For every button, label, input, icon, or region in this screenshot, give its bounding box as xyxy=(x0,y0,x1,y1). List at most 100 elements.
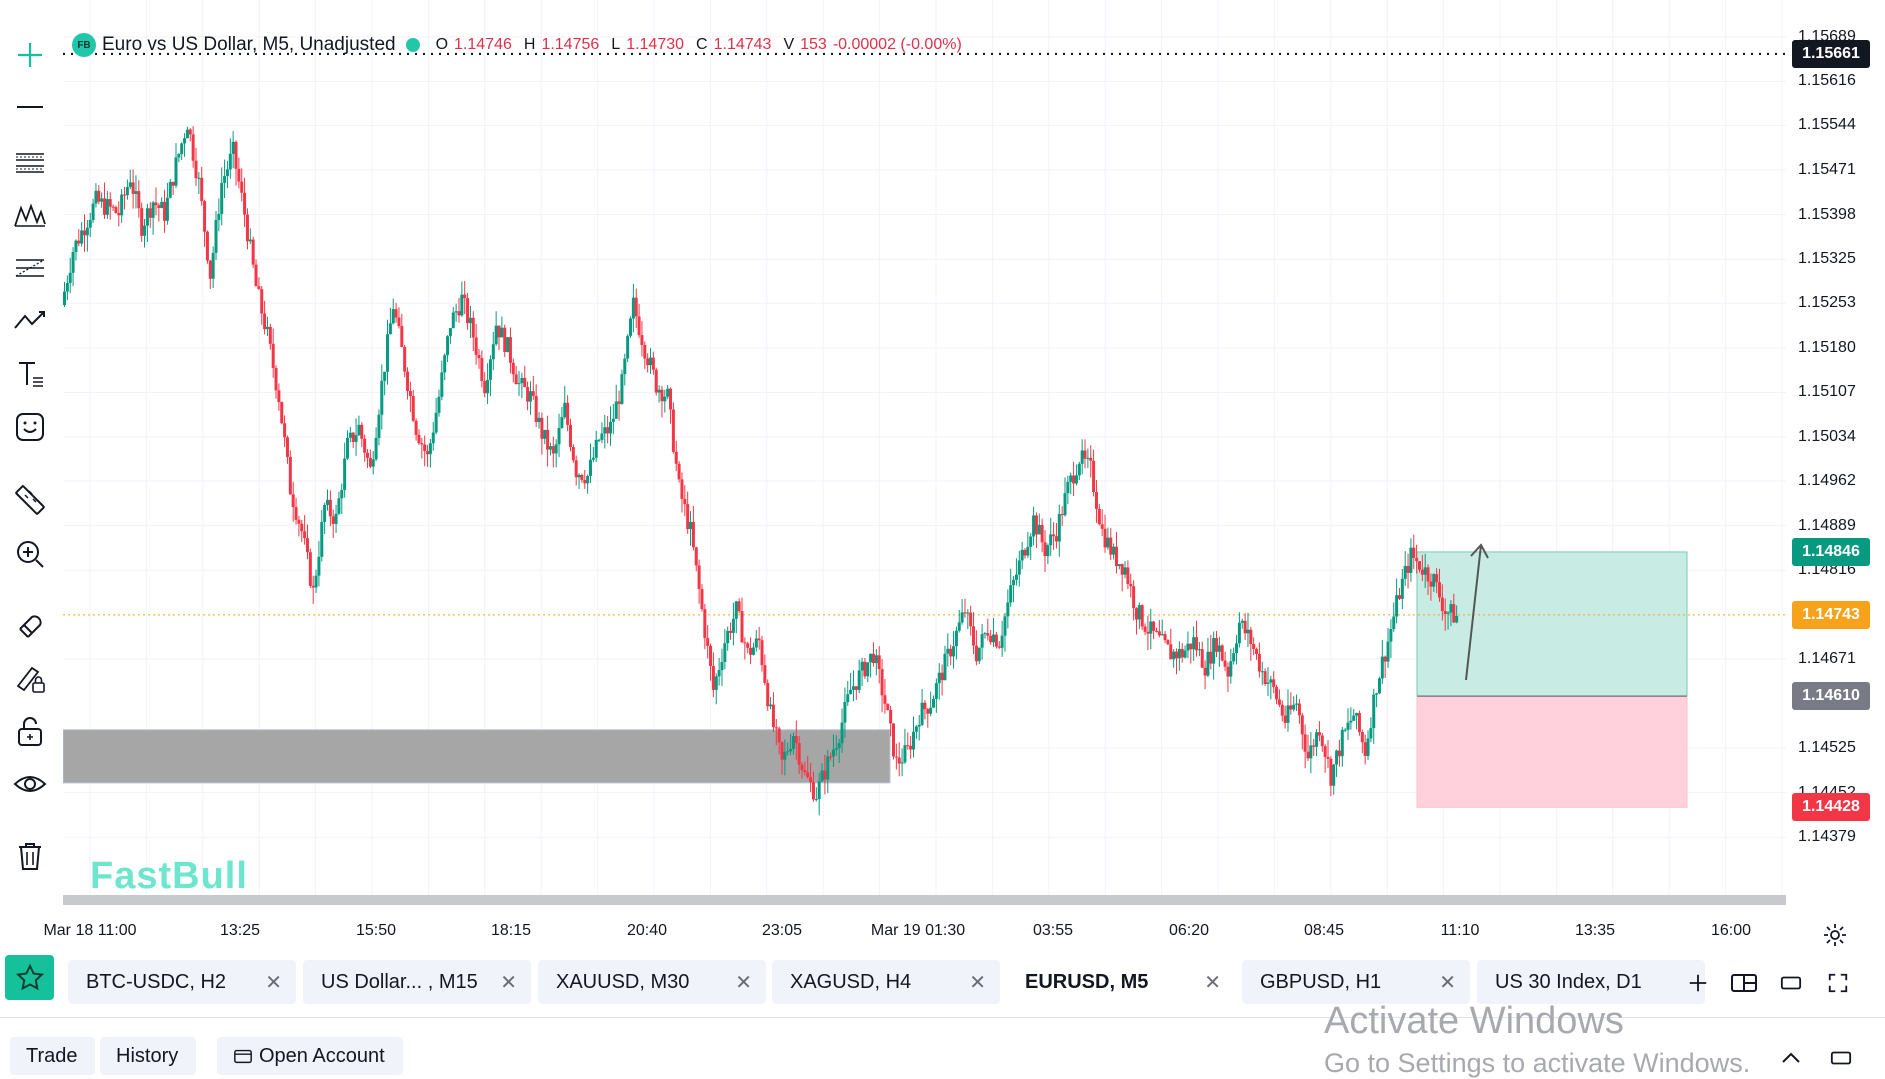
candle-bullish xyxy=(174,157,178,186)
unlock-icon[interactable] xyxy=(10,711,50,751)
candle-bearish xyxy=(1109,537,1113,555)
candle-bullish xyxy=(325,499,329,505)
zoom-in-icon[interactable] xyxy=(10,534,50,574)
candle-bearish xyxy=(254,264,258,287)
candle-bullish xyxy=(1192,637,1196,650)
candle-bullish xyxy=(1369,728,1373,739)
maximize-panel-icon[interactable] xyxy=(1826,1043,1856,1073)
price-tick-label: 1.15616 xyxy=(1798,72,1856,90)
eye-visibility-icon[interactable] xyxy=(10,764,50,804)
text-tool-icon[interactable] xyxy=(10,354,50,394)
horizontal-line-icon[interactable] xyxy=(10,87,50,127)
candle-bearish xyxy=(1326,756,1330,759)
candle-bearish xyxy=(268,326,272,344)
candle-bearish xyxy=(700,589,704,610)
price-tick-label: 1.15398 xyxy=(1798,205,1856,223)
fullscreen-icon[interactable] xyxy=(1823,968,1853,998)
candle-bearish xyxy=(1360,732,1364,743)
favorites-star-button[interactable] xyxy=(5,955,54,1000)
candle-bearish xyxy=(940,672,944,681)
history-button[interactable]: History xyxy=(100,1037,196,1075)
ohlc-l-label: L xyxy=(611,36,621,53)
open-account-button[interactable]: Open Account xyxy=(217,1037,403,1075)
candle-bullish xyxy=(594,439,598,458)
candle-bearish xyxy=(368,457,372,467)
candle-bullish xyxy=(340,489,344,499)
ohlc-h-value: 1.14756 xyxy=(541,36,600,53)
candle-bearish xyxy=(191,134,195,161)
candle-bearish xyxy=(97,190,101,202)
candle-bullish xyxy=(1246,629,1250,634)
close-tab-icon[interactable]: ✕ xyxy=(969,971,986,994)
candle-bullish xyxy=(860,661,864,671)
lock-drawings-icon[interactable] xyxy=(10,658,50,698)
layout-icon[interactable] xyxy=(1729,968,1759,998)
symbol-tab[interactable]: EURUSD, M5 ✕ xyxy=(1007,960,1235,1004)
symbol-title[interactable]: Euro vs US Dollar, M5, Unadjusted xyxy=(102,34,396,55)
fibonacci-icon[interactable] xyxy=(10,248,50,288)
trade-button[interactable]: Trade xyxy=(10,1037,95,1075)
candle-bullish xyxy=(726,630,730,644)
price-axis[interactable]: 1.15689 1.15616 1.15544 1.15471 1.15398 1.153… xyxy=(1786,0,1885,905)
candle-bearish xyxy=(257,286,261,290)
symbol-tab[interactable]: BTC-USDC, H2 ✕ xyxy=(68,960,296,1004)
candle-bullish xyxy=(357,424,361,436)
candle-bullish xyxy=(383,371,387,381)
chart-canvas[interactable] xyxy=(63,0,1786,905)
magnet-icon[interactable] xyxy=(10,605,50,645)
close-tab-icon[interactable]: ✕ xyxy=(1204,971,1221,994)
symbol-tab[interactable]: US Dollar... , M15 ✕ xyxy=(303,960,531,1004)
candle-bullish xyxy=(386,334,390,372)
candle-bullish xyxy=(586,475,590,484)
channel-lines-icon[interactable] xyxy=(10,142,50,182)
emoji-sticker-icon[interactable] xyxy=(10,407,50,447)
candle-bullish xyxy=(391,309,395,324)
candle-bearish xyxy=(651,357,655,370)
candle-bullish xyxy=(903,745,907,763)
candle-bearish xyxy=(926,709,930,714)
close-tab-icon[interactable]: ✕ xyxy=(500,971,517,994)
candle-bearish xyxy=(540,417,544,439)
candle-bearish xyxy=(328,499,332,517)
candle-bullish xyxy=(946,648,950,654)
drawing-toolbar xyxy=(0,0,61,905)
candle-bearish xyxy=(1152,621,1156,631)
chart-svg[interactable] xyxy=(63,0,1786,905)
pattern-icon[interactable] xyxy=(10,196,50,236)
candle-bearish xyxy=(640,335,644,345)
time-tick-label: 08:45 xyxy=(1303,922,1345,939)
symbol-tab[interactable]: XAUUSD, M30 ✕ xyxy=(538,960,766,1004)
symbol-tab[interactable]: US 30 Index, D1 xyxy=(1477,960,1705,1004)
close-tab-icon[interactable]: ✕ xyxy=(265,971,282,994)
chart-settings-gear-icon[interactable] xyxy=(1822,922,1848,948)
collapse-panel-chevron-up-icon[interactable] xyxy=(1776,1043,1806,1073)
symbol-tab[interactable]: XAGUSD, H4 ✕ xyxy=(772,960,1000,1004)
candle-bullish xyxy=(591,457,595,460)
close-tab-icon[interactable]: ✕ xyxy=(735,971,752,994)
candle-bullish xyxy=(1117,564,1121,567)
trend-line-icon[interactable] xyxy=(10,300,50,340)
candle-bearish xyxy=(583,480,587,484)
candle-bullish xyxy=(71,251,75,273)
crosshair-icon[interactable] xyxy=(10,35,50,75)
add-tab-plus-icon[interactable] xyxy=(1683,968,1713,998)
account-card-icon xyxy=(234,1049,252,1064)
candle-bullish xyxy=(143,225,147,236)
candle-bullish xyxy=(443,355,447,373)
ruler-icon[interactable] xyxy=(10,480,50,520)
trash-icon[interactable] xyxy=(10,836,50,876)
candle-bearish xyxy=(280,402,284,424)
candle-bearish xyxy=(997,646,1001,648)
last-price-badge: 1.14743 xyxy=(1792,600,1870,629)
candle-bearish xyxy=(137,191,141,209)
close-tab-icon[interactable]: ✕ xyxy=(1439,971,1456,994)
candle-bearish xyxy=(1300,715,1304,735)
candle-bearish xyxy=(894,756,898,758)
window-icon[interactable] xyxy=(1776,968,1806,998)
candle-bullish xyxy=(874,655,878,664)
candle-bearish xyxy=(123,194,127,196)
candle-bearish xyxy=(694,547,698,566)
candle-bearish xyxy=(654,369,658,393)
candle-bullish xyxy=(1237,622,1241,644)
symbol-tab[interactable]: GBPUSD, H1 ✕ xyxy=(1242,960,1470,1004)
